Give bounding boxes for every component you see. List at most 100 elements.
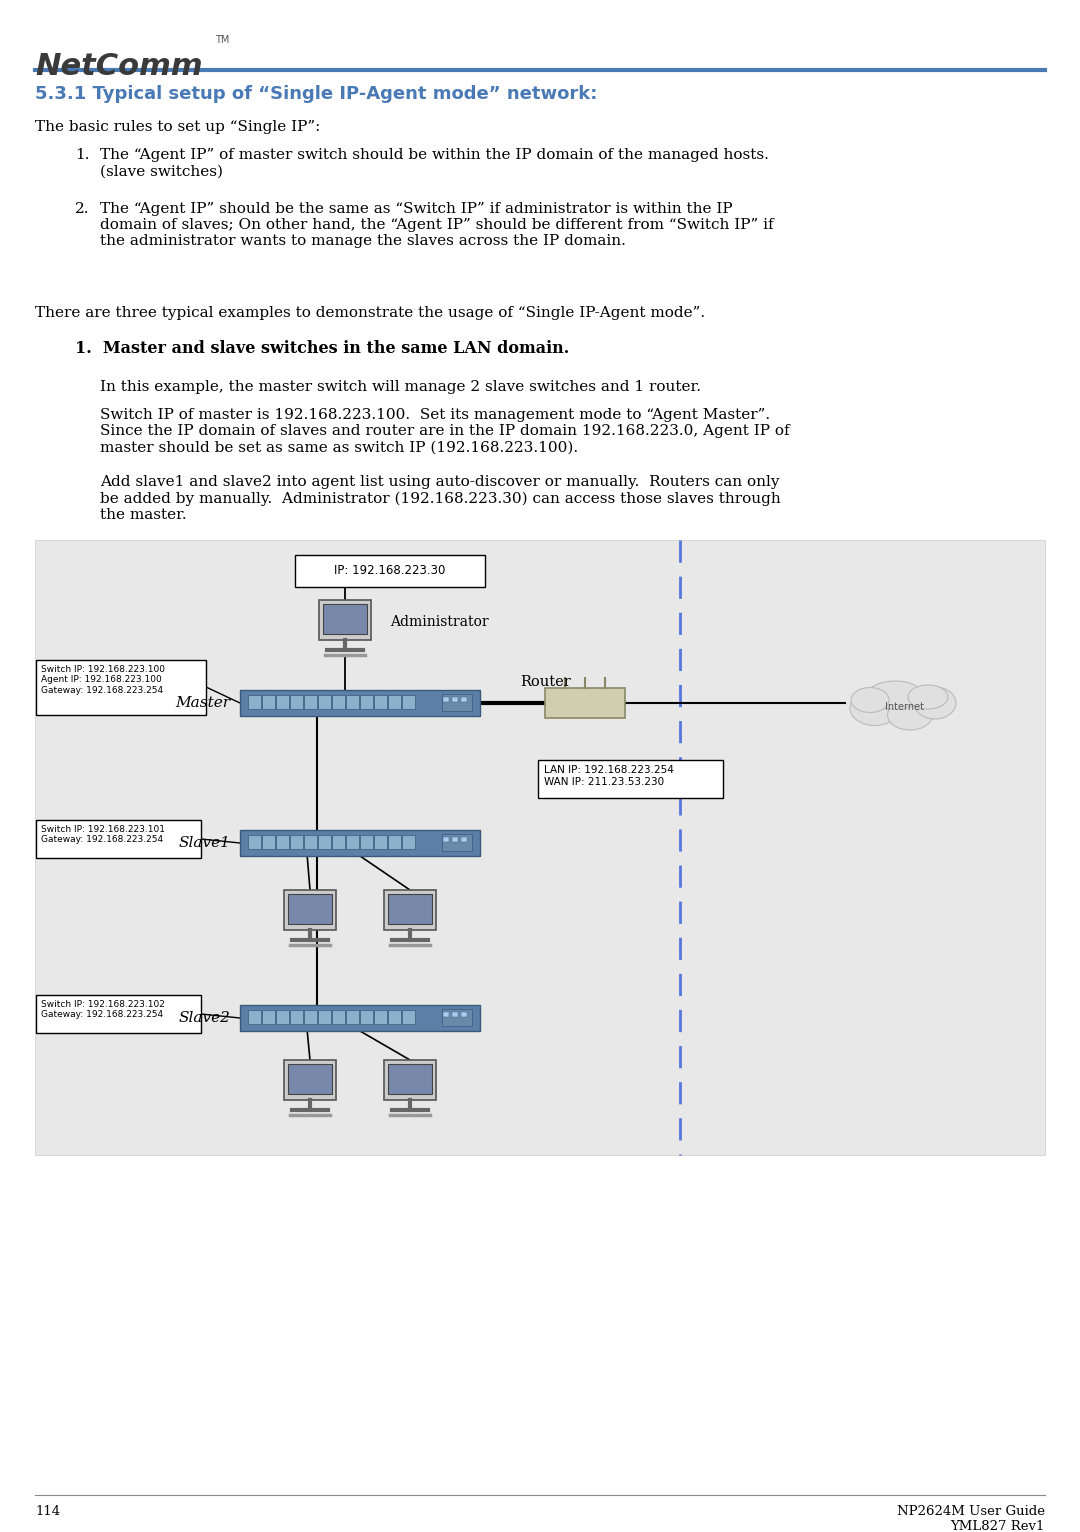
Bar [284,890,336,930]
Bar [318,835,330,849]
Bar [248,1010,261,1023]
Text: 1.: 1. [75,149,90,162]
Bar [319,601,372,640]
Bar [402,835,415,849]
Bar [461,836,467,843]
Bar [240,830,480,856]
Text: NetComm: NetComm [35,52,203,81]
Text: IP: 192.168.223.30: IP: 192.168.223.30 [335,564,446,578]
Ellipse shape [850,691,900,726]
Text: Slave1: Slave1 [178,836,230,850]
Bar [442,833,472,850]
Text: There are three typical examples to demonstrate the usage of “Single IP-Agent mo: There are three typical examples to demo… [35,306,705,320]
Text: NP2624M User Guide
YML827 Rev1: NP2624M User Guide YML827 Rev1 [897,1504,1045,1532]
Bar [461,1013,467,1017]
Bar [303,1010,318,1023]
Bar [461,697,467,702]
Text: 5.3.1 Typical setup of “Single IP-Agent mode” network:: 5.3.1 Typical setup of “Single IP-Agent … [35,84,597,103]
Bar [36,660,206,715]
Bar [388,895,432,924]
Bar [443,1013,449,1017]
Ellipse shape [867,682,922,709]
Text: Switch IP: 192.168.223.101
Gateway: 192.168.223.254: Switch IP: 192.168.223.101 Gateway: 192.… [41,826,165,844]
Bar [262,1010,275,1023]
Bar [36,820,201,858]
Bar [360,1010,373,1023]
Bar [240,689,480,715]
Bar [384,1060,436,1100]
Bar [402,1010,415,1023]
Bar [262,696,275,709]
Bar [538,760,723,798]
Bar [332,1010,345,1023]
Bar [288,895,332,924]
Text: TM: TM [215,35,229,44]
Text: Administrator: Administrator [390,614,488,630]
Bar [303,835,318,849]
Bar [332,696,345,709]
Text: 2.: 2. [75,202,90,216]
Bar [388,1065,432,1094]
Bar [374,696,387,709]
Bar [442,694,472,711]
Bar [35,539,1045,1155]
Bar [318,696,330,709]
Bar [442,1010,472,1026]
Bar [388,696,401,709]
Bar [545,688,625,719]
Bar [248,696,261,709]
Bar [388,835,401,849]
Bar [323,604,367,634]
Bar [443,697,449,702]
Bar [346,696,359,709]
Ellipse shape [888,700,932,731]
Bar [388,1010,401,1023]
Text: The “Agent IP” of master switch should be within the IP domain of the managed ho: The “Agent IP” of master switch should b… [100,149,769,178]
Bar [291,696,303,709]
Bar [346,1010,359,1023]
Bar [276,1010,289,1023]
Bar [443,836,449,843]
Bar [360,835,373,849]
Ellipse shape [908,685,948,709]
Bar [291,1010,303,1023]
Text: In this example, the master switch will manage 2 slave switches and 1 router.: In this example, the master switch will … [100,380,701,394]
Text: Slave2: Slave2 [178,1011,230,1025]
Bar [374,1010,387,1023]
Bar [453,697,458,702]
Bar [318,1010,330,1023]
Bar [276,696,289,709]
Text: LAN IP: 192.168.223.254
WAN IP: 211.23.53.230: LAN IP: 192.168.223.254 WAN IP: 211.23.5… [544,764,674,786]
Bar [248,835,261,849]
Text: Switch IP: 192.168.223.102
Gateway: 192.168.223.254: Switch IP: 192.168.223.102 Gateway: 192.… [41,1000,165,1019]
Bar [453,1013,458,1017]
Text: Switch IP of master is 192.168.223.100.  Set its management mode to “Agent Maste: Switch IP of master is 192.168.223.100. … [100,408,789,455]
Bar [36,994,201,1033]
Bar [346,835,359,849]
Text: 1.  Master and slave switches in the same LAN domain.: 1. Master and slave switches in the same… [75,340,569,357]
Bar [374,835,387,849]
Bar [262,835,275,849]
Text: The “Agent IP” should be the same as “Switch IP” if administrator is within the : The “Agent IP” should be the same as “Sw… [100,202,773,248]
Ellipse shape [851,688,889,712]
Text: Switch IP: 192.168.223.100
Agent IP: 192.168.223.100
Gateway: 192.168.223.254: Switch IP: 192.168.223.100 Agent IP: 192… [41,665,165,696]
Bar [295,555,485,587]
Text: Router: Router [519,676,570,689]
Bar [291,835,303,849]
Bar [288,1065,332,1094]
Bar [276,835,289,849]
Text: The basic rules to set up “Single IP”:: The basic rules to set up “Single IP”: [35,119,321,133]
Bar [384,890,436,930]
Text: Internet: Internet [886,702,924,712]
Bar [360,696,373,709]
Text: Master: Master [175,696,230,709]
Bar [303,696,318,709]
Text: Add slave1 and slave2 into agent list using auto-discover or manually.  Routers : Add slave1 and slave2 into agent list us… [100,475,781,522]
Bar [402,696,415,709]
Text: 114: 114 [35,1504,60,1518]
Bar [284,1060,336,1100]
Bar [332,835,345,849]
Ellipse shape [914,686,956,719]
Bar [240,1005,480,1031]
Bar [453,836,458,843]
